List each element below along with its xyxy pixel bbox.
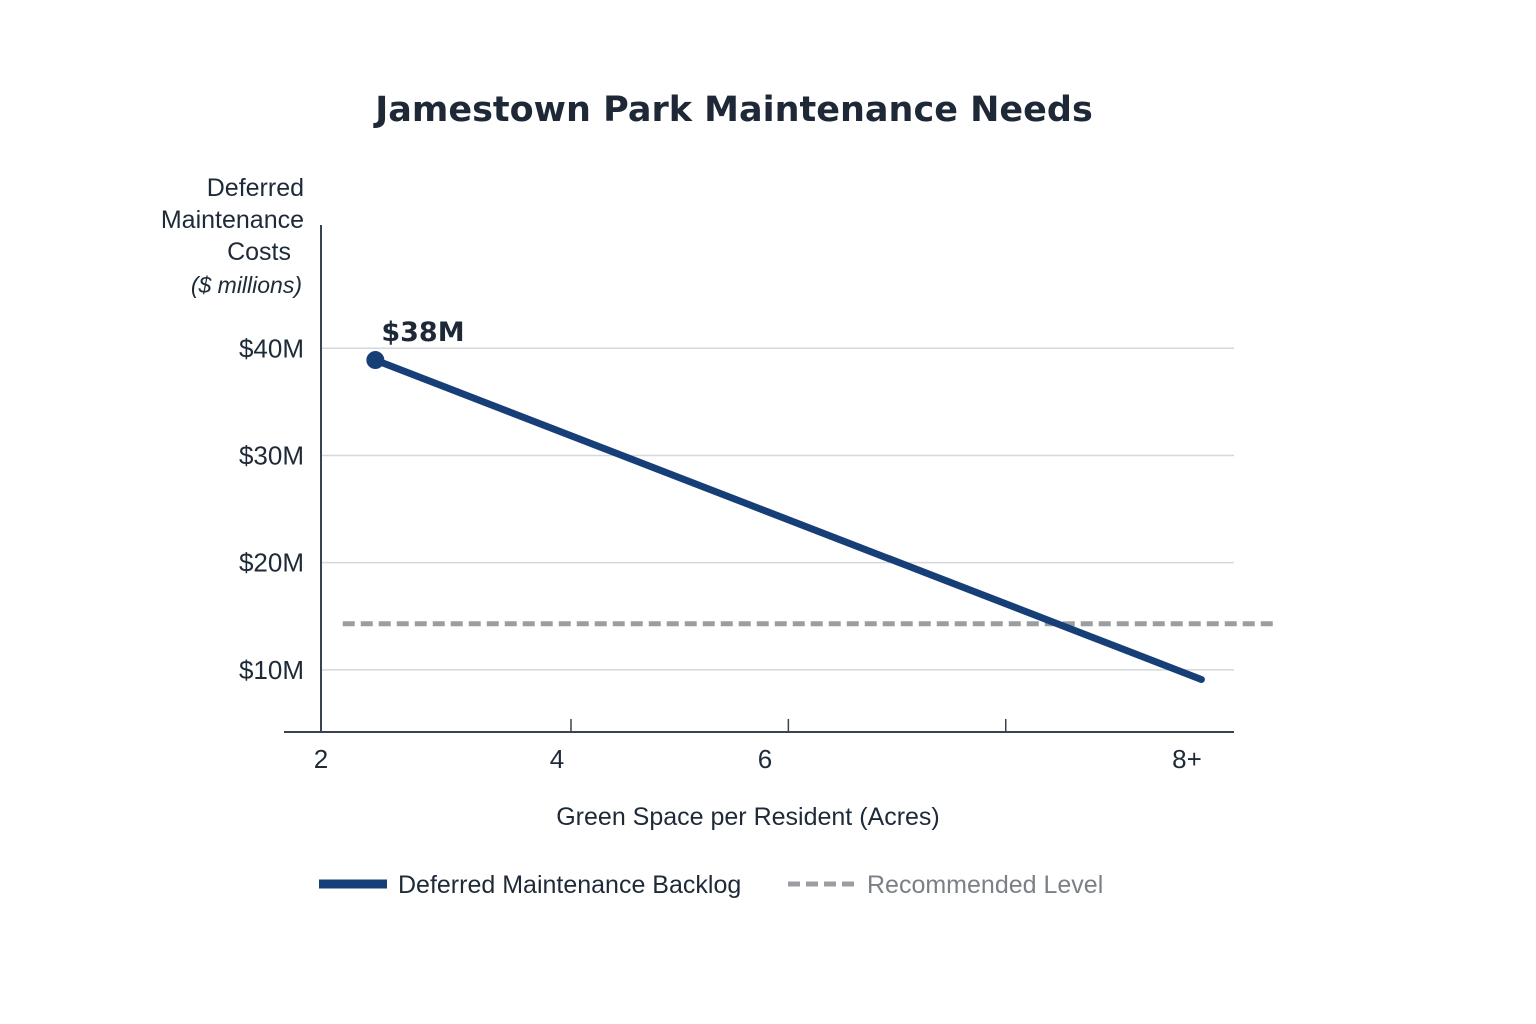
gridlines: [321, 347, 1234, 671]
y-axis-label-line-2: Maintenance: [161, 206, 304, 234]
legend-label-recommended: Recommended Level: [867, 871, 1103, 899]
series-start-point: [366, 351, 385, 370]
x-axis-label: Green Space per Resident (Acres): [556, 803, 940, 831]
series-line-deferred-maintenance: [371, 356, 1205, 683]
y-tick-label-10: $10M: [239, 655, 304, 685]
y-tick-label-30: $30M: [239, 440, 304, 470]
x-tick-label-4: 4: [550, 744, 564, 774]
x-tick-labels: 2 4 6 8+: [314, 744, 1202, 774]
y-tick-labels: $10M $20M $30M $40M: [239, 333, 304, 685]
x-tick-label-6: 6: [758, 744, 772, 774]
y-tick-label-20: $20M: [239, 548, 304, 578]
legend-label-backlog: Deferred Maintenance Backlog: [398, 871, 741, 899]
y-axis-label-line-3: Costs: [227, 238, 291, 266]
annotations: $38M: [381, 317, 464, 348]
axes: [284, 225, 1234, 733]
chart-title: Jamestown Park Maintenance Needs: [373, 90, 1093, 130]
series: [366, 351, 1205, 683]
y-tick-label-40: $40M: [239, 333, 304, 363]
x-tick-label-8: 8+: [1172, 744, 1202, 774]
y-axis-unit-label: ($ millions): [191, 272, 302, 298]
legend: Deferred Maintenance Backlog Recommended…: [319, 871, 1103, 899]
data-label-start-value: $38M: [381, 317, 464, 348]
x-tick-label-2: 2: [314, 744, 328, 774]
y-axis-label-line-1: Deferred: [207, 174, 304, 202]
